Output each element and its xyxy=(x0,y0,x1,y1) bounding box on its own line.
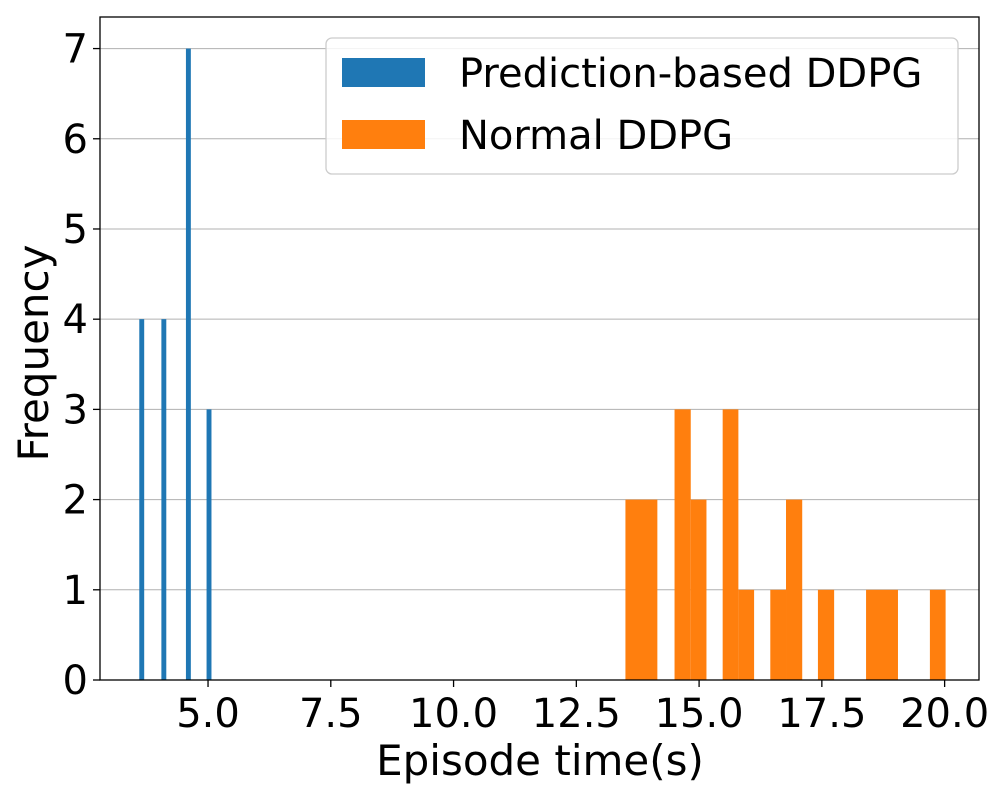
bar-normal-ddpg xyxy=(690,499,707,680)
plot-frame xyxy=(99,16,980,681)
bar-normal-ddpg xyxy=(625,499,658,680)
y-tick-label: 5 xyxy=(63,207,88,253)
y-tick-label: 2 xyxy=(63,478,88,524)
x-tick-label: 17.5 xyxy=(777,691,866,737)
y-tick-label: 6 xyxy=(63,117,88,163)
x-tick-label: 7.5 xyxy=(299,691,363,737)
x-axis-label: Episode time(s) xyxy=(376,736,704,785)
bar-prediction-ddpg xyxy=(139,319,145,680)
bar-normal-ddpg xyxy=(770,589,787,680)
y-tick-label: 3 xyxy=(63,387,88,433)
y-tick-label: 1 xyxy=(63,568,88,614)
legend: Prediction-based DDPG Normal DDPG xyxy=(325,37,959,175)
y-axis-ticks: 0 1 2 3 4 5 6 7 xyxy=(63,27,100,704)
bar-normal-ddpg xyxy=(738,589,755,680)
x-axis-ticks: 5.0 7.5 10.0 12.5 15.0 17.5 20.0 xyxy=(176,680,989,737)
x-tick-label: 5.0 xyxy=(176,691,240,737)
y-axis-label: Frequency xyxy=(9,245,58,462)
legend-box xyxy=(325,37,959,175)
x-tick-label: 20.0 xyxy=(900,691,989,737)
bar-normal-ddpg xyxy=(786,499,803,680)
bars xyxy=(139,48,946,681)
bar-normal-ddpg xyxy=(722,409,739,680)
y-tick-label: 7 xyxy=(63,27,88,73)
y-tick-label: 0 xyxy=(63,658,88,704)
bar-prediction-ddpg xyxy=(161,319,167,680)
bar-prediction-ddpg xyxy=(206,409,212,680)
bar-normal-ddpg xyxy=(674,409,691,680)
x-tick-label: 15.0 xyxy=(655,691,744,737)
bar-prediction-ddpg xyxy=(185,48,191,681)
legend-label-normal: Normal DDPG xyxy=(459,113,733,159)
x-tick-label: 10.0 xyxy=(409,691,498,737)
y-tick-label: 4 xyxy=(63,297,88,343)
legend-label-prediction: Prediction-based DDPG xyxy=(459,51,922,97)
bar-normal-ddpg xyxy=(817,589,835,680)
bar-normal-ddpg xyxy=(866,589,898,680)
legend-swatch-prediction xyxy=(342,58,425,87)
x-tick-label: 12.5 xyxy=(532,691,621,737)
bar-normal-ddpg xyxy=(929,589,946,680)
legend-swatch-normal xyxy=(342,120,425,149)
